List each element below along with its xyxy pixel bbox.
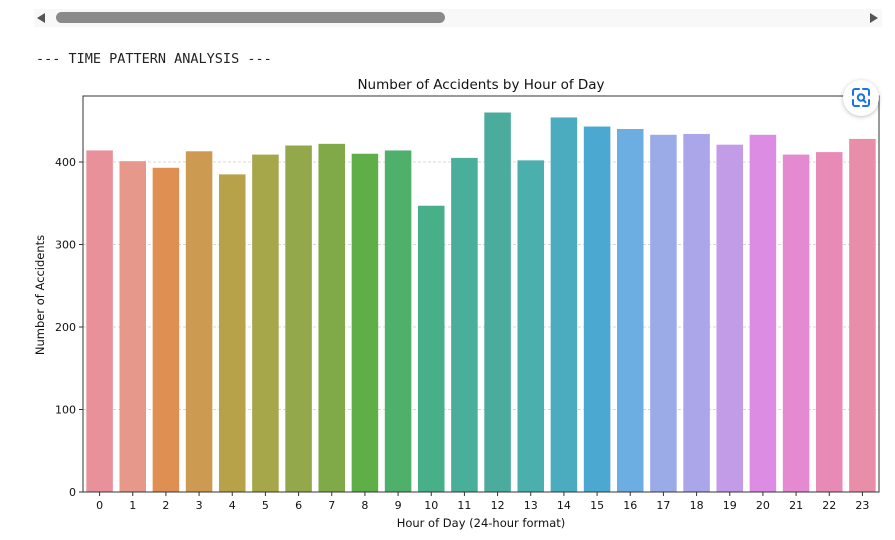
bar-hour-15 xyxy=(583,126,611,493)
x-tick-label: 12 xyxy=(491,499,505,512)
x-tick-label: 16 xyxy=(623,499,637,512)
image-search-icon xyxy=(852,88,870,107)
bar-hour-11 xyxy=(451,157,478,492)
bar-hour-17 xyxy=(650,134,677,492)
scroll-left-icon[interactable] xyxy=(37,13,45,23)
bar-hour-13 xyxy=(517,160,545,492)
chart-title: Number of Accidents by Hour of Day xyxy=(357,77,604,93)
bar-hour-10 xyxy=(417,205,445,492)
y-tick-label: 300 xyxy=(55,239,76,252)
bar-hour-23 xyxy=(849,138,876,492)
bar-hour-2 xyxy=(152,167,180,492)
bar-hour-14 xyxy=(550,117,578,492)
x-tick-label: 17 xyxy=(656,499,670,512)
x-tick-label: 7 xyxy=(328,499,335,512)
y-tick-label: 0 xyxy=(69,486,76,499)
scroll-right-icon[interactable] xyxy=(870,13,878,23)
horizontal-scrollbar[interactable] xyxy=(34,9,882,27)
scroll-thumb[interactable] xyxy=(56,12,445,23)
x-tick-label: 15 xyxy=(590,499,604,512)
y-tick-label: 100 xyxy=(55,404,76,417)
y-axis-label: Number of Accidents xyxy=(33,235,47,355)
y-axis-ticks: 0 100 200 300 400 xyxy=(55,156,83,499)
x-tick-label: 13 xyxy=(524,499,538,512)
bar-hour-16 xyxy=(616,129,644,492)
bar-hour-20 xyxy=(749,134,777,492)
bar-hour-5 xyxy=(252,154,279,492)
bar-hour-7 xyxy=(318,143,346,492)
x-tick-label: 10 xyxy=(424,499,438,512)
x-tick-label: 8 xyxy=(361,499,368,512)
x-tick-label: 0 xyxy=(96,499,103,512)
image-search-button[interactable] xyxy=(843,80,879,116)
y-tick-label: 400 xyxy=(55,156,76,169)
x-tick-label: 23 xyxy=(855,499,869,512)
bar-hour-12 xyxy=(484,112,511,492)
x-axis-ticks: 0 1 2 3 4 5 6 7 8 9 10 11 12 13 14 15 16 17 18 19 20 21 22 23 xyxy=(96,492,869,512)
bar-hour-18 xyxy=(683,133,710,492)
x-tick-label: 18 xyxy=(690,499,704,512)
x-tick-label: 1 xyxy=(129,499,136,512)
x-tick-label: 9 xyxy=(395,499,402,512)
gridlines xyxy=(83,161,879,410)
bar-hour-21 xyxy=(782,154,810,492)
bar-hour-3 xyxy=(185,151,213,492)
x-tick-label: 14 xyxy=(557,499,571,512)
bar-hour-22 xyxy=(815,152,843,492)
x-tick-label: 6 xyxy=(295,499,302,512)
bar-hour-6 xyxy=(285,145,312,492)
bar-hour-0 xyxy=(86,150,113,492)
x-axis-label: Hour of Day (24-hour format) xyxy=(397,516,566,530)
x-tick-label: 11 xyxy=(457,499,471,512)
bar-hour-19 xyxy=(716,144,744,493)
bar-hour-4 xyxy=(218,174,246,492)
bar-hour-9 xyxy=(384,150,412,492)
analysis-heading: --- TIME PATTERN ANALYSIS --- xyxy=(36,51,272,67)
x-tick-label: 5 xyxy=(262,499,269,512)
x-tick-label: 20 xyxy=(756,499,770,512)
x-tick-label: 22 xyxy=(822,499,836,512)
x-tick-label: 19 xyxy=(723,499,737,512)
bars xyxy=(86,112,876,493)
bar-hour-1 xyxy=(119,161,147,493)
plot-frame xyxy=(82,95,880,493)
x-tick-label: 3 xyxy=(196,499,203,512)
x-tick-label: 2 xyxy=(162,499,169,512)
x-tick-label: 21 xyxy=(789,499,803,512)
bar-hour-8 xyxy=(351,153,379,492)
x-tick-label: 4 xyxy=(229,499,236,512)
y-tick-label: 200 xyxy=(55,321,76,334)
